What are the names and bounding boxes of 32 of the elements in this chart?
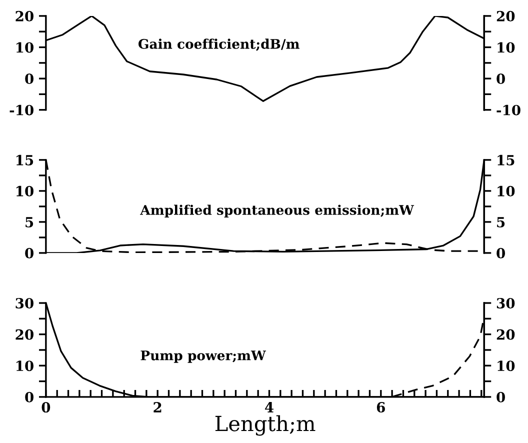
y-tick-label: 0 bbox=[25, 74, 34, 84]
y2-tick-label: 10 bbox=[498, 42, 515, 53]
y-tick-label: 15 bbox=[16, 154, 34, 166]
annotation: Gain coefficient;dB/m bbox=[138, 38, 300, 51]
y2-tick-label: 5 bbox=[497, 217, 505, 228]
y2-tick-label: -10 bbox=[496, 104, 520, 116]
y-tick-label: 20 bbox=[16, 10, 34, 22]
x-tick-label: 6 bbox=[376, 402, 385, 413]
x-tick-label: 4 bbox=[264, 402, 274, 412]
y2-tick-label: 0 bbox=[496, 74, 505, 84]
y-tick-label: 0 bbox=[25, 248, 34, 258]
x-tick-label: 0 bbox=[42, 402, 50, 413]
y-tick-label: 5 bbox=[26, 217, 34, 228]
y-tick-label: 30 bbox=[16, 298, 34, 308]
y-tick-label: 10 bbox=[16, 360, 34, 372]
y2-tick-label: 0 bbox=[496, 392, 505, 402]
y2-tick-label: 20 bbox=[496, 329, 515, 340]
y-tick-label: 10 bbox=[16, 186, 34, 196]
x-tick-label: 2 bbox=[154, 402, 162, 412]
y2-tick-label: 10 bbox=[498, 186, 515, 196]
y2-tick-label: 20 bbox=[496, 10, 515, 22]
y-tick-label: 0 bbox=[25, 392, 34, 402]
y2-tick-label: 10 bbox=[498, 360, 515, 372]
y2-tick-label: 15 bbox=[498, 154, 514, 166]
y2-tick-label: 30 bbox=[496, 298, 515, 308]
y2-tick-label: 0 bbox=[496, 248, 505, 258]
annotation: Pump power;mW bbox=[140, 350, 266, 363]
annotation: Amplified spontaneous emission;mW bbox=[140, 204, 414, 218]
y-tick-label: 20 bbox=[16, 329, 34, 340]
y-tick-label: 10 bbox=[16, 42, 34, 53]
x-axis-title: Length;m bbox=[215, 415, 316, 436]
y-tick-label: -10 bbox=[10, 104, 34, 116]
